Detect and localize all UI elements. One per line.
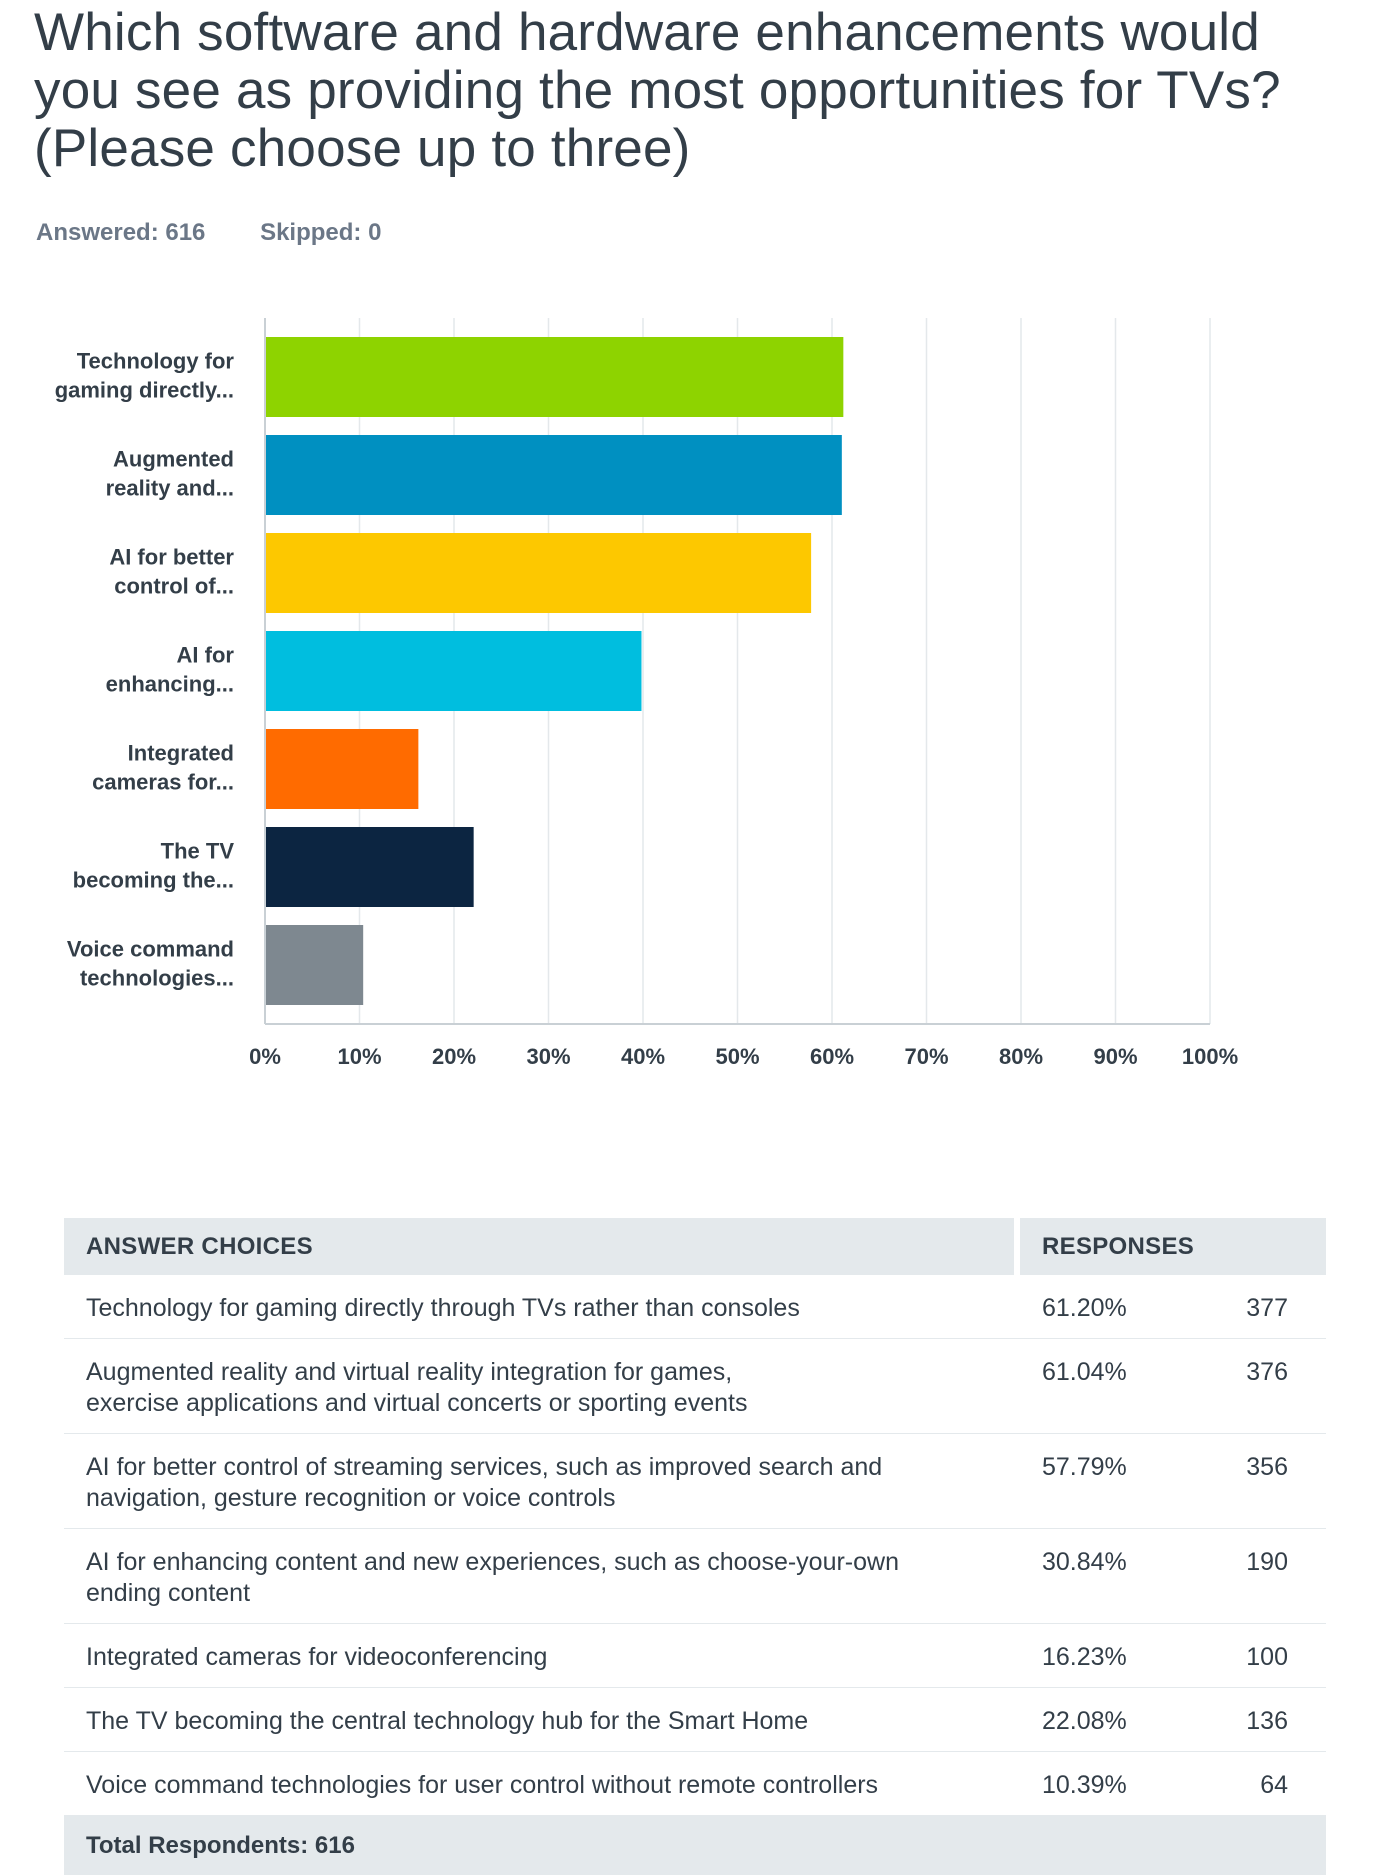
bar [265,925,363,1005]
question-title-line-3: (Please choose up to three) [34,119,691,178]
table-row: Voice command technologies for user cont… [64,1752,1326,1816]
skipped-count: Skipped: 0 [260,219,381,247]
answer-choice-text: Technology for gaming directly through T… [86,1294,800,1322]
table-header-row: ANSWER CHOICES RESPONSES [64,1218,1326,1275]
category-label: Augmented [113,447,234,472]
response-summary: Answered: 616 Skipped: 0 [36,219,381,247]
answer-choice-text-continued: navigation, gesture recognition or voice… [86,1484,615,1512]
response-count: 100 [1174,1624,1326,1688]
x-tick-label: 80% [999,1044,1043,1069]
question-title-line-1: Which software and hardware enhancements… [34,3,1260,62]
total-row: Total Respondents: 616 [64,1816,1326,1875]
table-row: Integrated cameras for videoconferencing… [64,1624,1326,1688]
answer-choice-text: Augmented reality and virtual reality in… [86,1358,732,1386]
answer-choice-text: AI for better control of streaming servi… [86,1453,882,1481]
bar [265,729,418,809]
response-percent: 22.08% [1020,1688,1174,1752]
response-count: 356 [1174,1434,1326,1529]
category-label: reality and... [106,476,234,501]
answer-choice-cell: Voice command technologies for user cont… [64,1752,1014,1816]
category-label: Integrated [128,741,234,766]
answer-choice-text-continued: exercise applications and virtual concer… [86,1389,747,1417]
answer-choice-cell: Augmented reality and virtual reality in… [64,1339,1014,1434]
x-tick-label: 30% [526,1044,570,1069]
table-row: The TV becoming the central technology h… [64,1688,1326,1752]
x-tick-label: 60% [810,1044,854,1069]
response-percent: 16.23% [1020,1624,1174,1688]
total-respondents: Total Respondents: 616 [64,1816,1326,1875]
category-label: gaming directly... [55,378,234,403]
category-label: becoming the... [73,868,234,893]
bar-chart: 0% 10% 20% 30% 40% 50% 60% 70% 80% 90% 100% Technol… [0,300,1381,1100]
bar [265,827,474,907]
table-row: Technology for gaming directly through T… [64,1275,1326,1339]
answered-count: Answered: 616 [36,219,205,247]
answer-choice-cell: AI for better control of streaming servi… [64,1434,1014,1529]
category-label: Voice command [67,937,234,962]
category-label: technologies... [80,966,234,991]
category-label: AI for [177,643,235,668]
response-percent: 57.79% [1020,1434,1174,1529]
responses-header: RESPONSES [1020,1218,1326,1275]
response-count: 64 [1174,1752,1326,1816]
table-row: Augmented reality and virtual reality in… [64,1339,1326,1434]
response-count: 136 [1174,1688,1326,1752]
table-row: AI for better control of streaming servi… [64,1434,1326,1529]
answer-choice-text-continued: ending content [86,1579,250,1607]
answer-choice-text: Integrated cameras for videoconferencing [86,1643,547,1671]
responses-table: ANSWER CHOICES RESPONSES Technology for … [64,1218,1326,1875]
category-label: control of... [114,574,234,599]
answer-choice-cell: Integrated cameras for videoconferencing [64,1624,1014,1688]
x-tick-label: 10% [337,1044,381,1069]
answer-choices-header: ANSWER CHOICES [64,1218,1014,1275]
category-label: cameras for... [92,770,234,795]
x-tick-label: 50% [715,1044,759,1069]
response-percent: 61.20% [1020,1275,1174,1339]
answer-choice-cell: The TV becoming the central technology h… [64,1688,1014,1752]
question-title-line-2: you see as providing the most opportunit… [34,61,1281,120]
category-label: The TV [161,839,235,864]
bar [265,435,842,515]
bar [265,631,641,711]
answer-choice-text: AI for enhancing content and new experie… [86,1548,899,1576]
response-count: 190 [1174,1529,1326,1624]
x-tick-label: 90% [1093,1044,1137,1069]
table-row: AI for enhancing content and new experie… [64,1529,1326,1624]
x-tick-label: 40% [621,1044,665,1069]
question-title: Which software and hardware enhancements… [34,4,1334,178]
bar [265,337,843,417]
response-percent: 61.04% [1020,1339,1174,1434]
category-label: AI for better [109,545,234,570]
response-count: 377 [1174,1275,1326,1339]
table-body: Technology for gaming directly through T… [64,1275,1326,1875]
answer-choice-cell: AI for enhancing content and new experie… [64,1529,1014,1624]
answer-choice-text: The TV becoming the central technology h… [86,1707,808,1735]
category-label: Technology for [77,349,235,374]
category-label: enhancing... [106,672,234,697]
x-tick-label: 100% [1182,1044,1238,1069]
x-tick-label: 20% [432,1044,476,1069]
answer-choice-text: Voice command technologies for user cont… [86,1771,878,1799]
bar [265,533,811,613]
response-percent: 30.84% [1020,1529,1174,1624]
answer-choice-cell: Technology for gaming directly through T… [64,1275,1014,1339]
x-tick-label: 0% [249,1044,281,1069]
response-count: 376 [1174,1339,1326,1434]
response-percent: 10.39% [1020,1752,1174,1816]
x-tick-label: 70% [904,1044,948,1069]
